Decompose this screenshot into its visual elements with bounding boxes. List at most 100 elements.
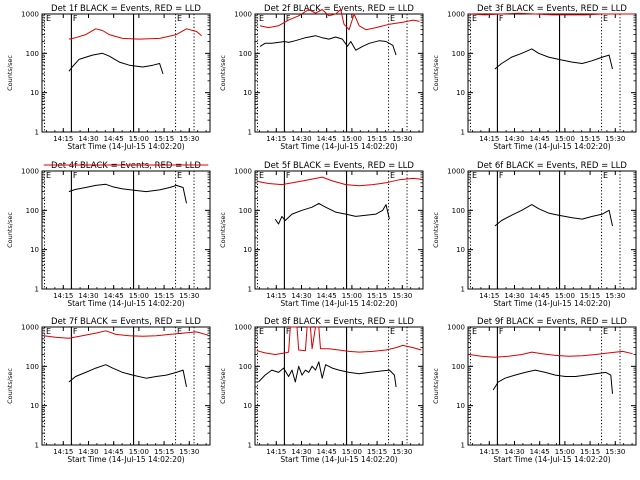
- y-tick-label: 10: [456, 89, 465, 97]
- panel-title: Det 6f BLACK = Events, RED = LLD: [477, 161, 627, 171]
- x-tick-label: 14:15: [53, 135, 73, 143]
- marker-label-E: E: [259, 171, 264, 180]
- y-tick-label: 10: [243, 402, 252, 410]
- y-tick-label: 100: [26, 363, 39, 371]
- x-axis-label: Start Time (14-Jul-15 14:02:20): [493, 455, 610, 464]
- panel-det-9f: Det 9f BLACK = Events, RED = LLD Counts/s…: [432, 317, 637, 464]
- marker-label-E: E: [472, 14, 477, 23]
- series-events: [494, 204, 613, 227]
- series-lld: [469, 350, 633, 358]
- marker-label-E: E: [472, 171, 477, 180]
- series-lld: [43, 330, 209, 339]
- y-tick-label: 1: [461, 129, 465, 137]
- x-tick-label: 15:00: [129, 292, 149, 300]
- marker-label-F: F: [73, 327, 78, 336]
- marker-label-F: F: [286, 14, 291, 23]
- panel-det-6f: Det 6f BLACK = Events, RED = LLD Counts/s…: [432, 161, 637, 308]
- x-tick-label: 14:45: [317, 135, 337, 143]
- x-tick-label: 14:15: [266, 135, 286, 143]
- marker-label-E: E: [46, 327, 51, 336]
- y-tick-label: 100: [239, 363, 252, 371]
- x-tick-label: 14:45: [317, 448, 337, 456]
- panel-det-1f: Det 1f BLACK = Events, RED = LLD Counts/s…: [6, 4, 211, 151]
- series-events: [68, 183, 187, 204]
- series-lld: [256, 176, 422, 187]
- y-axis-label: Counts/sec: [6, 368, 14, 404]
- x-tick-label: 14:45: [530, 292, 550, 300]
- x-tick-label: 15:00: [555, 448, 575, 456]
- x-tick-label: 15:15: [367, 292, 387, 300]
- x-axis-label: Start Time (14-Jul-15 14:02:20): [280, 455, 397, 464]
- marker-label-F: F: [499, 14, 504, 23]
- panel-title: Det 8f BLACK = Events, RED = LLD: [264, 317, 414, 327]
- series-lld: [259, 9, 420, 31]
- y-axis-label: Counts/sec: [432, 368, 440, 404]
- x-tick-label: 14:45: [104, 448, 124, 456]
- y-axis-label: Counts/sec: [219, 368, 227, 404]
- x-tick-label: 14:30: [504, 448, 524, 456]
- y-tick-label: 1: [248, 442, 252, 450]
- x-tick-label: 14:45: [317, 292, 337, 300]
- x-tick-label: 14:30: [291, 292, 311, 300]
- y-tick-label: 1: [461, 442, 465, 450]
- marker-label-E: E: [46, 14, 51, 23]
- series-events: [68, 52, 164, 75]
- x-tick-label: 15:00: [342, 448, 362, 456]
- x-tick-label: 15:30: [179, 448, 199, 456]
- y-tick-label: 100: [452, 207, 465, 215]
- x-tick-label: 14:45: [104, 135, 124, 143]
- y-tick-label: 1000: [234, 324, 252, 332]
- x-tick-label: 15:00: [555, 292, 575, 300]
- panel-det-7f: Det 7f BLACK = Events, RED = LLD Counts/s…: [6, 317, 211, 464]
- marker-label-E: E: [472, 327, 477, 336]
- plot-frame: [254, 170, 424, 290]
- panel-det-8f: Det 8f BLACK = Events, RED = LLD Counts/s…: [219, 317, 424, 464]
- panel-title: Det 3f BLACK = Events, RED = LLD: [477, 4, 627, 14]
- x-tick-label: 14:30: [504, 135, 524, 143]
- x-tick-label: 15:15: [367, 448, 387, 456]
- x-tick-label: 14:15: [479, 135, 499, 143]
- plot-frame: [41, 326, 211, 446]
- y-tick-label: 100: [26, 207, 39, 215]
- x-tick-label: 14:30: [504, 292, 524, 300]
- x-tick-label: 14:30: [78, 135, 98, 143]
- x-tick-label: 15:00: [555, 135, 575, 143]
- x-tick-label: 15:30: [605, 292, 625, 300]
- panel-det-5f: Det 5f BLACK = Events, RED = LLD Counts/s…: [219, 161, 424, 308]
- plot-frame: [254, 326, 424, 446]
- marker-label-E: E: [603, 327, 608, 336]
- marker-label-E: E: [390, 171, 395, 180]
- x-tick-label: 15:15: [154, 292, 174, 300]
- series-events: [274, 202, 390, 225]
- x-tick-label: 14:15: [479, 292, 499, 300]
- y-axis-label: Counts/sec: [219, 55, 227, 91]
- x-tick-label: 14:45: [104, 292, 124, 300]
- plot-frame: [467, 326, 637, 446]
- y-tick-label: 1000: [447, 324, 465, 332]
- x-tick-label: 15:00: [342, 135, 362, 143]
- x-tick-label: 14:15: [479, 448, 499, 456]
- series-lld: [256, 326, 422, 355]
- marker-label-E: E: [177, 327, 182, 336]
- panel-title: Det 4f BLACK = Events, RED = LLD: [51, 161, 201, 171]
- y-tick-label: 1000: [234, 168, 252, 176]
- panel-title: Det 7f BLACK = Events, RED = LLD: [51, 317, 201, 327]
- y-tick-label: 10: [243, 246, 252, 254]
- y-axis-label: Counts/sec: [6, 212, 14, 248]
- y-tick-label: 10: [30, 402, 39, 410]
- x-tick-label: 15:15: [580, 448, 600, 456]
- plot-frame: [41, 170, 211, 290]
- y-tick-label: 1000: [447, 168, 465, 176]
- panel-title: Det 5f BLACK = Events, RED = LLD: [264, 161, 414, 171]
- marker-label-F: F: [499, 327, 504, 336]
- y-axis-label: Counts/sec: [432, 212, 440, 248]
- x-tick-label: 15:15: [154, 135, 174, 143]
- x-axis-label: Start Time (14-Jul-15 14:02:20): [280, 299, 397, 308]
- y-tick-label: 10: [30, 89, 39, 97]
- y-tick-label: 1: [461, 286, 465, 294]
- marker-label-E: E: [390, 327, 395, 336]
- x-tick-label: 14:45: [530, 135, 550, 143]
- x-tick-label: 15:15: [580, 135, 600, 143]
- x-tick-label: 15:15: [367, 135, 387, 143]
